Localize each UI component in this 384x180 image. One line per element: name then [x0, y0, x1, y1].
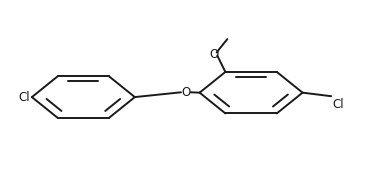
Text: Cl: Cl — [18, 91, 30, 104]
Text: Cl: Cl — [333, 98, 344, 111]
Text: O: O — [181, 86, 190, 99]
Text: O: O — [209, 48, 218, 61]
